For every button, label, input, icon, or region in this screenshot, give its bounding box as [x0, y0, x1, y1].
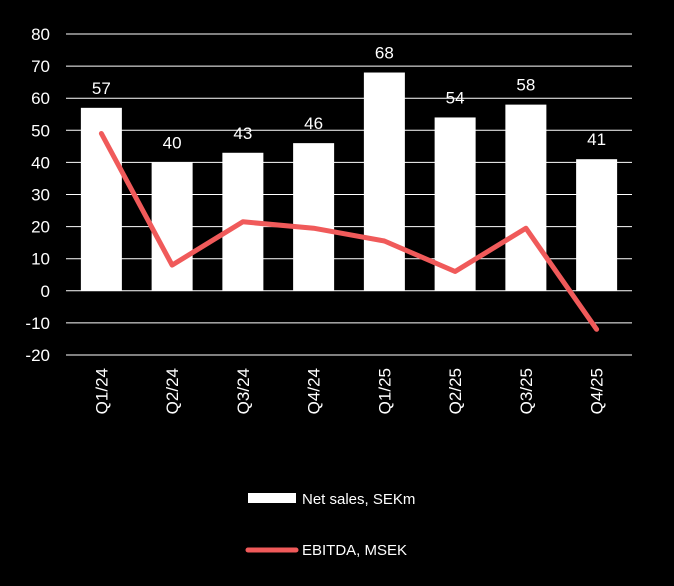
x-tick-label: Q4/24 [305, 368, 324, 414]
x-tick-label: Q1/24 [92, 368, 111, 414]
bar [151, 162, 193, 291]
x-tick-label: Q4/25 [588, 368, 607, 414]
x-tick-label: Q2/25 [446, 368, 465, 414]
bar-data-label: 43 [233, 124, 252, 143]
ebitda-line [98, 131, 600, 332]
bar-data-label: 54 [446, 88, 465, 107]
bar-data-label: 57 [92, 79, 111, 98]
legend-label-net-sales: Net sales, SEKm [302, 491, 415, 508]
bar [505, 104, 547, 291]
legend-item-ebitda: EBITDA, MSEK [245, 542, 407, 559]
legend-label-ebitda: EBITDA, MSEK [302, 542, 407, 559]
y-tick-label: 80 [31, 25, 50, 44]
bar-data-label: 68 [375, 44, 394, 63]
x-tick-label: Q2/24 [163, 368, 182, 414]
bar-data-label: 46 [304, 114, 323, 133]
y-tick-label: -20 [25, 346, 50, 365]
y-tick-label: 0 [41, 282, 50, 301]
y-axis: 80 70 60 50 40 30 20 10 0 -10 -20 [25, 25, 50, 365]
y-tick-label: -10 [25, 314, 50, 333]
bar-data-label: 41 [587, 130, 606, 149]
x-tick-label: Q3/24 [234, 368, 253, 414]
bar [363, 72, 405, 291]
net-sales-bars [80, 72, 618, 291]
y-tick-label: 20 [31, 218, 50, 237]
bar [576, 159, 618, 291]
legend-item-net-sales: Net sales, SEKm [248, 491, 415, 508]
y-tick-label: 50 [31, 121, 50, 140]
bar-data-labels: 57 40 43 46 68 54 58 41 [92, 44, 606, 153]
gridlines [66, 33, 632, 356]
bar [293, 143, 335, 291]
ebitda-line-layer [98, 131, 600, 332]
y-tick-label: 70 [31, 57, 50, 76]
y-tick-label: 40 [31, 153, 50, 172]
bar-data-label: 40 [163, 133, 182, 152]
bar-data-label: 58 [516, 76, 535, 95]
legend-swatch-net-sales [248, 493, 296, 503]
y-tick-label: 10 [31, 250, 50, 269]
x-tick-label: Q3/25 [517, 368, 536, 414]
y-tick-label: 60 [31, 89, 50, 108]
y-tick-label: 30 [31, 186, 50, 205]
legend: Net sales, SEKm EBITDA, MSEK [245, 491, 415, 559]
x-tick-label: Q1/25 [375, 368, 394, 414]
x-axis: Q1/24 Q2/24 Q3/24 Q4/24 Q1/25 Q2/25 Q3/25 Q4/25 [92, 368, 606, 414]
